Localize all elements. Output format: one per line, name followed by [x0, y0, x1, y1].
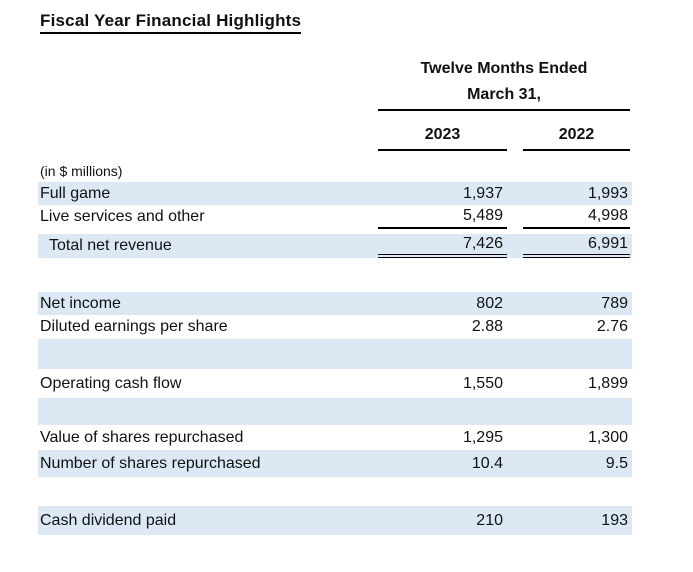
row-label: Live services and other — [40, 208, 205, 225]
value-2022: 2.76 — [596, 318, 628, 335]
value-2022: 4,998 — [523, 205, 630, 229]
period-header-line2: March 31, — [467, 86, 541, 103]
value-2023: 10.4 — [471, 454, 503, 472]
value-2022: 1,899 — [587, 374, 628, 392]
row-label: Total net revenue — [49, 237, 172, 254]
row-right-pad — [630, 292, 632, 315]
table-row-net-income: Net income 802 789 — [38, 292, 632, 315]
year-column-2022: 2022 — [523, 121, 630, 151]
value-2022: 789 — [601, 294, 628, 312]
units-note: (in $ millions) — [40, 163, 123, 179]
column-gap — [507, 121, 523, 151]
column-gap — [507, 506, 523, 535]
value-2023: 1,937 — [462, 184, 503, 202]
column-gap — [507, 315, 523, 339]
page-title: Fiscal Year Financial Highlights — [40, 11, 302, 34]
row-right-pad — [630, 182, 632, 205]
column-gap — [507, 182, 523, 205]
value-2023: 1,295 — [462, 428, 503, 446]
column-gap — [507, 369, 523, 398]
year-header-row: 2023 2022 — [378, 121, 630, 151]
value-2023: 7,426 — [378, 234, 507, 258]
financial-table: (in $ millions) Full game 1,937 1,993 Li… — [38, 160, 632, 535]
value-2023: 802 — [476, 294, 503, 312]
row-right-pad — [630, 425, 632, 450]
row-right-pad — [630, 450, 632, 477]
value-2022: 1,993 — [587, 184, 628, 202]
column-gap — [507, 234, 523, 258]
year-column-2023: 2023 — [378, 121, 507, 151]
period-header-line1: Twelve Months Ended — [420, 60, 588, 77]
column-gap — [507, 205, 523, 229]
row-right-pad — [630, 369, 632, 398]
table-row-cash-dividend-paid: Cash dividend paid 210 193 — [38, 506, 632, 535]
table-row-units: (in $ millions) — [38, 160, 632, 182]
value-2022: 6,991 — [523, 234, 630, 258]
column-gap — [507, 450, 523, 477]
row-label: Diluted earnings per share — [40, 318, 228, 335]
value-2023: 5,489 — [378, 205, 507, 229]
spacer-row — [38, 477, 632, 506]
spacer-row — [38, 339, 632, 369]
row-right-pad — [630, 506, 632, 535]
row-right-pad — [630, 234, 632, 258]
spacer-row — [38, 398, 632, 425]
row-right-pad — [630, 205, 632, 229]
table-row-value-shares-repurchased: Value of shares repurchased 1,295 1,300 — [38, 425, 632, 450]
row-label: Cash dividend paid — [40, 511, 177, 529]
value-2022: 193 — [601, 511, 628, 529]
table-row-diluted-eps: Diluted earnings per share 2.88 2.76 — [38, 315, 632, 339]
row-label: Value of shares repurchased — [40, 428, 244, 446]
value-2023: 210 — [476, 511, 503, 529]
table-row-total-net-revenue: Total net revenue 7,426 6,991 — [38, 234, 632, 258]
row-label: Operating cash flow — [40, 374, 182, 392]
value-2023: 2.88 — [471, 318, 503, 335]
table-row-operating-cash-flow: Operating cash flow 1,550 1,899 — [38, 369, 632, 398]
column-gap — [507, 292, 523, 315]
value-2023: 1,550 — [462, 374, 503, 392]
value-2022: 9.5 — [605, 454, 628, 472]
row-label: Net income — [40, 294, 121, 312]
value-2022: 1,300 — [587, 428, 628, 446]
row-right-pad — [630, 315, 632, 339]
spacer-row — [38, 258, 632, 292]
period-header: Twelve Months Ended March 31, — [378, 56, 630, 111]
column-gap — [507, 425, 523, 450]
row-label: Number of shares repurchased — [40, 454, 261, 472]
table-row-full-game: Full game 1,937 1,993 — [38, 182, 632, 205]
row-label: Full game — [40, 184, 111, 202]
table-row-number-shares-repurchased: Number of shares repurchased 10.4 9.5 — [38, 450, 632, 477]
table-row-live-services: Live services and other 5,489 4,998 — [38, 205, 632, 229]
